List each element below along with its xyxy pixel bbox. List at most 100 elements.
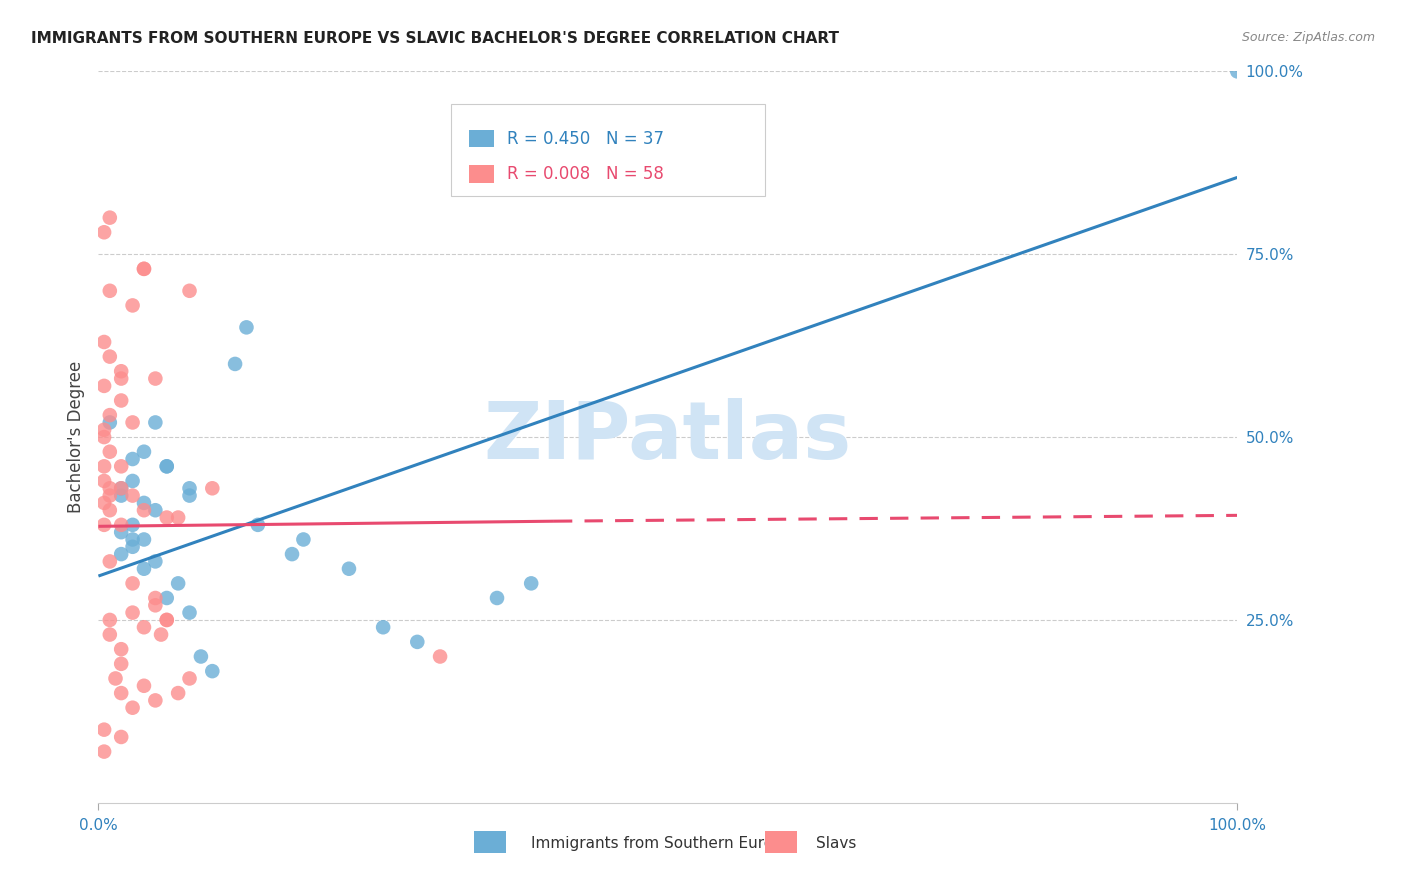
Point [167,510,190,524]
Point [121,452,143,467]
Point [520,576,543,591]
Point [132,679,155,693]
Point [132,496,155,510]
Point [156,459,179,474]
Point [337,562,360,576]
Point [132,503,155,517]
Point [110,459,132,474]
Point [98,416,121,430]
Point [246,517,269,532]
Point [110,364,132,378]
FancyBboxPatch shape [451,104,765,195]
Point [121,606,143,620]
Point [179,606,201,620]
Text: R = 0.450   N = 37: R = 0.450 N = 37 [508,129,664,147]
Point [110,481,132,495]
Point [93,745,115,759]
Point [93,379,115,393]
Point [121,517,143,532]
FancyBboxPatch shape [468,129,494,147]
Point [167,576,190,591]
Point [281,547,304,561]
FancyBboxPatch shape [474,830,506,853]
Point [98,284,121,298]
Point [98,503,121,517]
Point [145,599,167,613]
Point [93,496,115,510]
Point [179,481,201,495]
Point [235,320,257,334]
Point [93,459,115,474]
Point [110,642,132,657]
Point [98,613,121,627]
Point [93,723,115,737]
Point [110,525,132,540]
Point [110,393,132,408]
Point [132,261,155,276]
Point [121,700,143,714]
Point [167,686,190,700]
Point [145,693,167,707]
Point [145,416,167,430]
Point [110,481,132,495]
Point [110,657,132,671]
Text: Source: ZipAtlas.com: Source: ZipAtlas.com [1241,31,1375,45]
Point [201,664,224,678]
Point [145,371,167,385]
Point [371,620,394,634]
Point [93,334,115,349]
Point [201,481,224,495]
Point [145,591,167,605]
Point [132,533,155,547]
Point [110,547,132,561]
Point [110,686,132,700]
Point [132,562,155,576]
Point [156,613,179,627]
Point [224,357,246,371]
Point [121,298,143,312]
Text: IMMIGRANTS FROM SOUTHERN EUROPE VS SLAVIC BACHELOR'S DEGREE CORRELATION CHART: IMMIGRANTS FROM SOUTHERN EUROPE VS SLAVI… [31,31,839,46]
Point [132,620,155,634]
Point [93,517,115,532]
Point [156,591,179,605]
Point [179,489,201,503]
FancyBboxPatch shape [468,165,494,183]
Point [121,576,143,591]
Point [93,474,115,488]
Point [110,371,132,385]
Point [179,672,201,686]
Point [156,459,179,474]
Point [145,554,167,568]
Text: Immigrants from Southern Europe: Immigrants from Southern Europe [531,836,793,851]
Point [110,517,132,532]
Point [156,613,179,627]
Point [93,430,115,444]
Point [98,627,121,641]
Point [132,261,155,276]
Point [121,540,143,554]
Point [132,444,155,458]
Point [121,474,143,488]
Point [93,423,115,437]
Point [98,489,121,503]
Point [150,627,173,641]
Point [98,211,121,225]
Point [110,489,132,503]
Point [121,489,143,503]
Point [156,510,179,524]
Point [93,225,115,239]
Y-axis label: Bachelor's Degree: Bachelor's Degree [66,361,84,513]
Point [292,533,315,547]
Text: Slavs: Slavs [815,836,856,851]
Point [179,284,201,298]
Point [121,533,143,547]
Point [98,481,121,495]
Point [98,554,121,568]
Point [98,444,121,458]
Point [429,649,451,664]
Text: R = 0.008   N = 58: R = 0.008 N = 58 [508,165,664,183]
Point [121,416,143,430]
Point [190,649,212,664]
Point [110,730,132,744]
Point [406,635,429,649]
